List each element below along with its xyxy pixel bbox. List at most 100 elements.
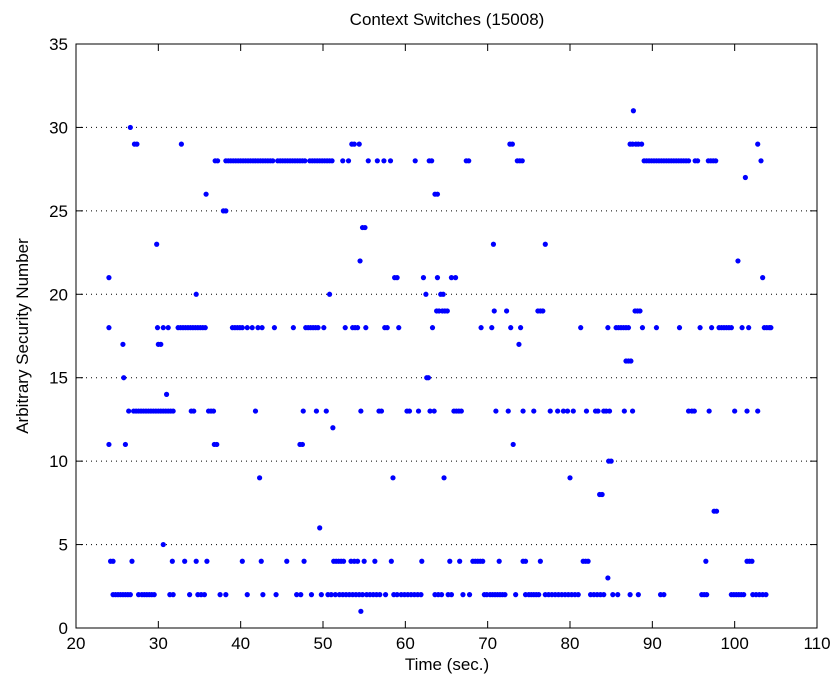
data-point xyxy=(273,592,279,598)
data-point xyxy=(313,408,320,414)
y-tick-label: 10 xyxy=(49,452,68,471)
data-point xyxy=(763,592,769,598)
data-point xyxy=(460,592,466,598)
data-point xyxy=(605,575,611,581)
data-point xyxy=(258,558,264,564)
data-point xyxy=(606,408,613,414)
data-point xyxy=(438,592,445,598)
data-point xyxy=(447,558,453,564)
data-point xyxy=(615,592,621,598)
data-point xyxy=(478,325,484,331)
grid-lines xyxy=(76,43,817,546)
data-point xyxy=(444,308,450,314)
data-point xyxy=(345,158,352,164)
data-point xyxy=(630,108,636,114)
data-point xyxy=(502,592,508,598)
data-point xyxy=(703,558,709,564)
data-point xyxy=(357,258,363,264)
data-point xyxy=(361,558,367,564)
data-point xyxy=(713,158,719,164)
data-point xyxy=(165,325,171,331)
data-point xyxy=(480,558,486,564)
data-point xyxy=(382,592,389,598)
data-point xyxy=(193,558,199,564)
data-point xyxy=(308,592,315,598)
data-point xyxy=(448,275,455,281)
data-point xyxy=(284,558,290,564)
data-point xyxy=(204,558,210,564)
data-point xyxy=(635,592,641,598)
plot-frame xyxy=(75,43,818,629)
data-point xyxy=(129,558,135,564)
data-point xyxy=(601,592,607,598)
data-point xyxy=(625,325,632,331)
data-point xyxy=(412,158,418,164)
data-point xyxy=(163,391,170,397)
data-point xyxy=(706,408,712,414)
y-tick-label: 35 xyxy=(49,35,68,54)
data-point xyxy=(509,141,515,147)
data-point xyxy=(122,441,128,448)
data-point xyxy=(522,558,529,564)
data-point xyxy=(381,158,387,164)
data-point xyxy=(170,592,176,598)
data-point xyxy=(760,275,766,281)
data-point xyxy=(151,592,157,598)
data-point xyxy=(387,158,394,164)
y-tick-label: 25 xyxy=(49,202,68,221)
data-point xyxy=(555,408,561,414)
data-point xyxy=(599,491,605,498)
data-point xyxy=(290,325,296,331)
data-point xyxy=(354,325,361,331)
data-point xyxy=(106,441,112,448)
data-point xyxy=(429,158,435,164)
data-point xyxy=(466,158,472,164)
data-point xyxy=(685,158,692,164)
data-point xyxy=(621,408,627,414)
data-point xyxy=(560,408,567,414)
y-tick-label: 30 xyxy=(49,118,68,137)
data-point xyxy=(508,325,514,331)
data-points xyxy=(106,108,774,614)
data-point xyxy=(217,592,223,598)
data-point xyxy=(377,592,383,598)
data-point xyxy=(215,158,221,164)
y-axis-label: Arbitrary Security Number xyxy=(13,238,32,434)
data-point xyxy=(516,341,522,347)
data-point xyxy=(342,325,348,331)
data-point xyxy=(106,275,112,281)
data-point xyxy=(418,592,424,598)
data-point xyxy=(742,174,748,181)
data-point xyxy=(608,458,614,464)
x-tick-label: 40 xyxy=(231,634,250,653)
x-axis-ticks: 20 30 40 50 60 70 80 90 100 110 xyxy=(67,44,831,653)
data-point xyxy=(317,525,323,531)
data-point xyxy=(271,325,278,331)
data-point xyxy=(239,325,245,331)
data-point xyxy=(758,158,764,164)
data-point xyxy=(223,592,229,598)
data-point xyxy=(223,208,229,214)
data-point xyxy=(434,191,441,197)
y-tick-label: 0 xyxy=(59,619,68,638)
data-point xyxy=(661,592,667,598)
data-point xyxy=(732,408,738,414)
x-tick-label: 20 xyxy=(67,634,86,653)
data-point xyxy=(504,308,510,314)
data-point xyxy=(160,541,166,548)
data-point xyxy=(365,158,371,164)
data-point xyxy=(510,441,516,448)
data-point xyxy=(326,291,333,297)
y-tick-label: 5 xyxy=(59,536,68,555)
data-point xyxy=(354,558,361,564)
data-point xyxy=(178,141,184,147)
data-point xyxy=(676,325,683,331)
data-point xyxy=(126,408,132,414)
data-point xyxy=(302,158,308,164)
data-point xyxy=(570,408,576,414)
data-point xyxy=(202,325,208,331)
data-point xyxy=(448,592,455,598)
x-tick-label: 110 xyxy=(803,634,830,653)
data-point xyxy=(394,592,400,598)
data-point xyxy=(374,158,380,164)
